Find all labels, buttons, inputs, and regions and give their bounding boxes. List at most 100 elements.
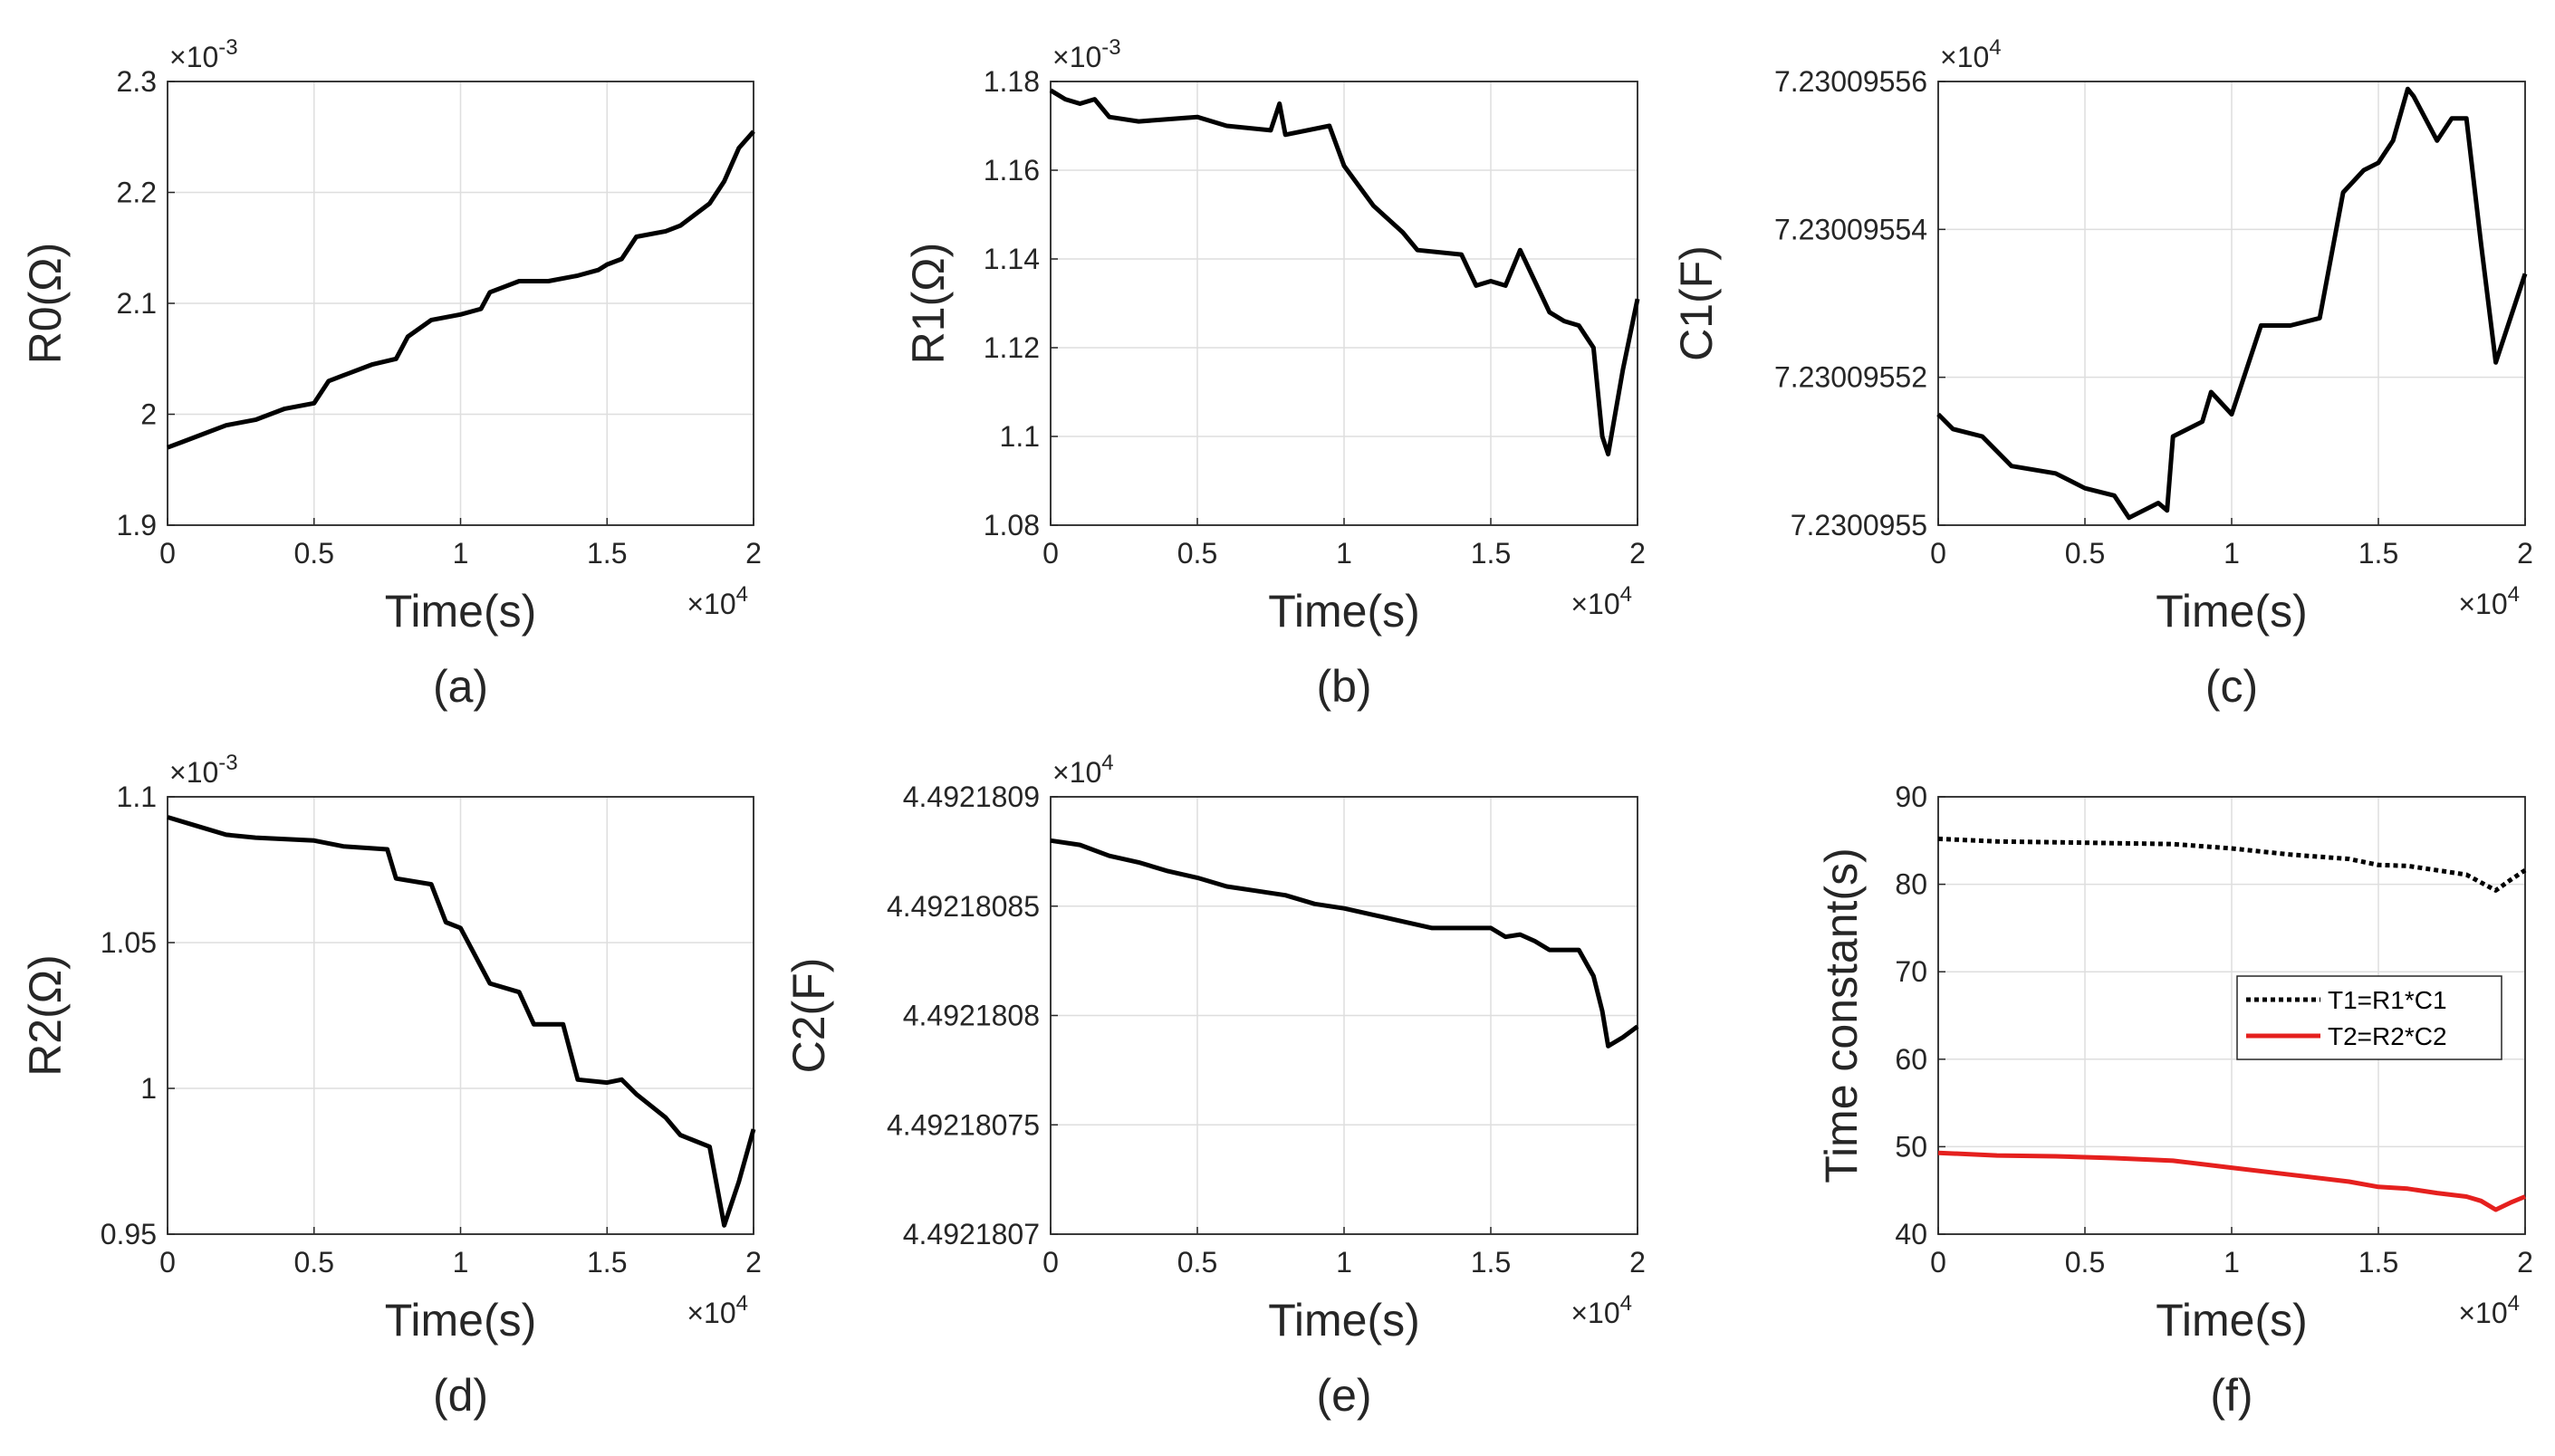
x-tick-label: 0	[1042, 537, 1059, 570]
x-tick-label: 0.5	[294, 537, 334, 570]
y-tick-label: 4.4921807	[903, 1218, 1040, 1250]
y-exponent-base: ×10	[1052, 41, 1101, 73]
x-tick-label: 1.5	[2358, 537, 2398, 570]
x-axis-label: Time(s)	[385, 586, 537, 637]
x-axis-label: Time(s)	[2156, 586, 2308, 637]
y-exponent-label: ×10-3	[169, 35, 238, 73]
x-tick-label: 0.5	[294, 1246, 334, 1279]
x-tick-label: 1.5	[2358, 1246, 2398, 1279]
y-tick-label: 60	[1895, 1043, 1927, 1076]
legend-box	[2236, 975, 2502, 1060]
legend-entry-2: T2=R2*C2	[2328, 1022, 2447, 1050]
x-tick-label: 2	[2517, 537, 2533, 570]
legend: T1=R1*C1 T2=R2*C2	[2236, 975, 2502, 1060]
x-exponent-base: ×10	[2458, 588, 2507, 620]
x-tick-label: 2	[745, 1246, 762, 1279]
x-exponent-power: 4	[2508, 1291, 2520, 1316]
subfigure-label: (d)	[433, 1370, 488, 1421]
y-tick-label: 4.49218085	[887, 890, 1040, 923]
subfigure-label: (a)	[433, 661, 488, 712]
x-tick-label: 1.5	[1471, 1246, 1511, 1279]
y-tick-label: 0.95	[101, 1218, 157, 1250]
panel-c: 0 0.5 1 1.5 2 7.2300955 7.23009552 7.23009554 7.…	[1671, 35, 2533, 712]
y-tick-label: 70	[1895, 955, 1927, 988]
y-exponent-base: ×10	[169, 756, 218, 789]
x-exponent-label: ×104	[2458, 582, 2520, 620]
panel-f: 0 0.5 1 1.5 2 40 50 60 70 80 90 ×104 Time(s) Time con…	[1816, 781, 2533, 1421]
y-tick-label: 1	[140, 1072, 157, 1105]
series-line-r2	[167, 815, 756, 1228]
axes-frame	[167, 81, 754, 526]
panel-b: 0 0.5 1 1.5 21.081.11.121.141.161.18×104×10-…	[903, 35, 1646, 712]
y-axis-label: C2(F)	[783, 958, 834, 1074]
x-axis-label: Time(s)	[1268, 1295, 1420, 1346]
x-tick-label: 0	[1930, 1246, 1946, 1279]
x-exponent-power: 4	[736, 582, 748, 607]
y-axis-label: R1(Ω)	[903, 243, 954, 365]
axes-frame	[167, 796, 754, 1235]
x-tick-label: 2	[1629, 537, 1646, 570]
y-exponent-power: -3	[1101, 35, 1120, 60]
series-line-t2-r2-c2	[1937, 1150, 2526, 1212]
y-exponent-base: ×10	[1940, 41, 1989, 73]
x-axis-label: Time(s)	[2156, 1295, 2308, 1346]
y-exponent-base: ×10	[169, 41, 218, 73]
series-line-c1	[1936, 86, 2528, 521]
x-exponent-base: ×10	[687, 1297, 735, 1329]
series-line-t1-r1-c1	[1937, 836, 2527, 893]
x-tick-label: 0	[159, 1246, 176, 1279]
x-axis-label: Time(s)	[385, 1295, 537, 1346]
y-exponent-base: ×10	[1052, 756, 1101, 789]
x-axis-label: Time(s)	[1268, 586, 1420, 637]
y-tick-label: 40	[1895, 1218, 1927, 1250]
x-tick-label: 1	[453, 537, 469, 570]
legend-entry-1: T1=R1*C1	[2328, 986, 2447, 1014]
series-line-r0	[167, 129, 755, 450]
y-tick-label: 90	[1895, 781, 1927, 813]
y-tick-label: 7.23009554	[1774, 213, 1927, 245]
x-exponent-label: ×104	[687, 1291, 748, 1329]
y-tick-label: 7.2300955	[1791, 509, 1927, 541]
y-tick-label: 7.23009556	[1774, 65, 1927, 98]
y-tick-label: 7.23009552	[1774, 361, 1927, 394]
y-tick-label: 1.12	[984, 331, 1040, 364]
panel-a: 0 0.5 1 1.5 21.922.12.22.3×104×10-3Time(s)R0…	[20, 35, 762, 712]
y-axis-label: C1(F)	[1671, 245, 1722, 361]
subfigure-label: (e)	[1316, 1370, 1371, 1421]
x-exponent-power: 4	[1620, 582, 1632, 607]
subfigure-label: (b)	[1316, 661, 1371, 712]
y-exponent-label: ×104	[1940, 35, 2002, 73]
y-exponent-power: -3	[218, 35, 237, 60]
y-tick-label: 4.49218075	[887, 1108, 1040, 1141]
subfigure-label: (c)	[2205, 661, 2258, 712]
x-tick-label: 1	[2224, 537, 2240, 570]
y-tick-label: 1.18	[984, 65, 1040, 98]
y-tick-label: 4.4921808	[903, 1000, 1040, 1032]
x-exponent-power: 4	[2508, 582, 2520, 607]
x-exponent-base: ×10	[1570, 588, 1619, 620]
y-exponent-power: 4	[1989, 35, 2001, 60]
x-tick-label: 2	[745, 537, 762, 570]
y-tick-label: 4.4921809	[903, 781, 1040, 813]
series-line-r1	[1049, 88, 1640, 457]
x-tick-label: 0.5	[1177, 537, 1217, 570]
x-exponent-label: ×104	[2458, 1291, 2520, 1329]
x-tick-label: 1	[453, 1246, 469, 1279]
x-tick-label: 1	[1336, 1246, 1352, 1279]
x-tick-label: 0.5	[2065, 1246, 2105, 1279]
y-tick-label: 2	[140, 398, 157, 431]
subfigure-label: (f)	[2210, 1370, 2252, 1421]
x-tick-label: 1.5	[1471, 537, 1511, 570]
x-exponent-base: ×10	[1570, 1297, 1619, 1329]
y-exponent-label: ×104	[1052, 751, 1114, 789]
y-tick-label: 2.3	[117, 65, 157, 98]
x-exponent-power: 4	[1620, 1291, 1632, 1316]
x-tick-label: 0	[1930, 537, 1946, 570]
y-tick-label: 1.9	[117, 509, 157, 541]
x-tick-label: 2	[2517, 1246, 2533, 1279]
axes-frame	[1937, 796, 2526, 1235]
panel-e: 0 0.5 1 1.5 2 4.4921807 4.49218075 4.4921808 4.4…	[783, 751, 1646, 1421]
y-tick-label: 1.14	[984, 243, 1040, 275]
y-tick-label: 2.2	[117, 177, 157, 209]
y-exponent-power: 4	[1101, 751, 1113, 775]
